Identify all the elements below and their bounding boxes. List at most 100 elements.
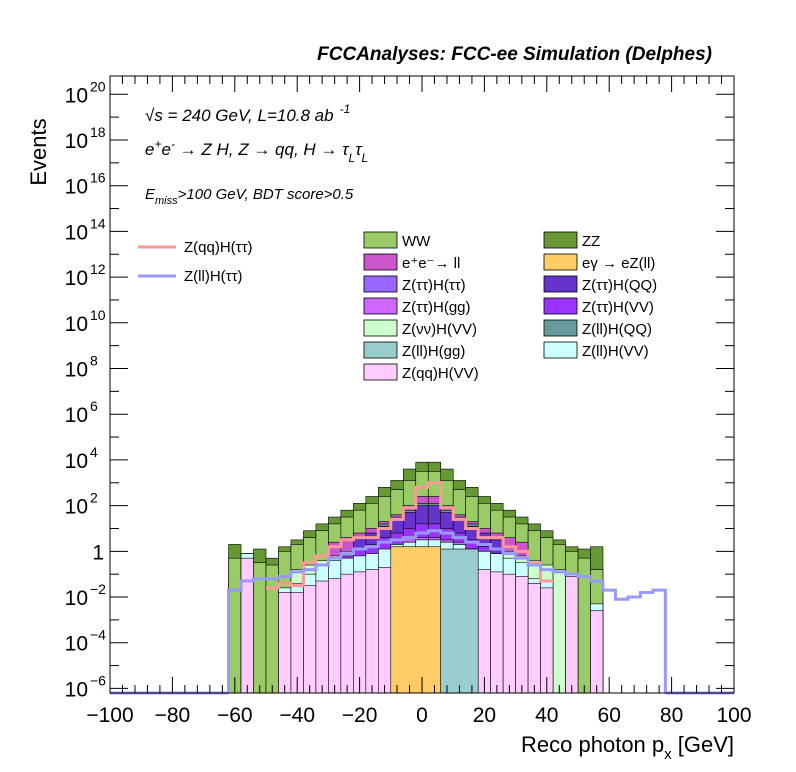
x-axis: −100 −80 −60 −40 −20 0 20 40 60 80 100 xyxy=(86,76,752,727)
annotation-energy-text: √s = 240 GeV, L=10.8 ab xyxy=(145,106,334,125)
x-tick-label: 20 xyxy=(473,704,496,727)
x-tick-label: 0 xyxy=(416,704,428,727)
y-tick-label: 10 xyxy=(65,359,88,382)
y-tick-label: 10 xyxy=(65,633,88,656)
y-tick-exponent: 4 xyxy=(90,444,98,460)
legend-label-z-h: Z(ττ)H(ττ) xyxy=(402,277,466,294)
legend-label-z-h-gg: Z(ττ)H(gg) xyxy=(402,299,471,316)
legend-swatch-z-h-gg xyxy=(363,297,398,315)
y-tick-label: 1 xyxy=(92,541,104,564)
bar-z-h-vv-26 xyxy=(552,569,566,694)
bar-ww-3 xyxy=(265,564,279,694)
annotation-cut-text: >100 GeV, BDT score>0.5 xyxy=(178,186,354,203)
x-tick-label: −40 xyxy=(279,704,315,727)
bar-z-qq-h-vv-7 xyxy=(315,580,329,694)
bar-ww-28 xyxy=(577,557,591,694)
legend-swatch-e-ez-ll xyxy=(543,253,578,271)
annotation-process-main: → Z H, Z → qq, H → τ xyxy=(175,140,350,159)
x-tick-label: 100 xyxy=(716,704,751,727)
bar-z-qq-h-vv-21 xyxy=(490,571,504,694)
bar-ww-0 xyxy=(228,557,242,694)
y-tick-exponent: 20 xyxy=(90,78,106,94)
legend-label-e-ez-ll: eγ → eZ(ll) xyxy=(582,255,655,272)
y-tick-label: 10 xyxy=(65,267,88,290)
line-z-ll-h xyxy=(227,529,667,693)
y-tick-label: 10 xyxy=(65,130,88,153)
y-tick-exponent: 18 xyxy=(90,124,106,140)
annotation-process-sub1: L xyxy=(349,151,356,165)
legend-label-z-qq-h: Z(qq)H(ττ) xyxy=(184,239,253,256)
annotation-block: √s = 240 GeV, L=10.8 ab -1 e+e- → Z H, Z … xyxy=(145,102,368,207)
legend-swatch-ww xyxy=(363,231,398,249)
legend-label-z-ll-h-qq: Z(ll)H(QQ) xyxy=(582,321,652,338)
y-tick-exponent: −4 xyxy=(90,627,106,643)
bar-z-qq-h-vv-1 xyxy=(240,557,254,694)
bar-z-qq-h-vv-9 xyxy=(340,573,354,694)
legend-label-z-ll-h-gg: Z(ll)H(gg) xyxy=(402,343,465,360)
y-tick-label: 10 xyxy=(65,84,88,107)
bar-z-qq-h-vv-8 xyxy=(328,578,342,694)
annotation-process-sup2: - xyxy=(171,137,175,151)
x-axis-label: Reco photon px [GeV] xyxy=(521,732,734,763)
core-fill-1 xyxy=(440,548,479,694)
bar-ww-2 xyxy=(253,562,267,694)
bar-z-qq-h-vv-12 xyxy=(378,567,392,694)
x-tick-label: 80 xyxy=(660,704,683,727)
y-tick-label: 10 xyxy=(65,176,88,199)
y-tick-exponent: 12 xyxy=(90,261,106,277)
x-tick-label: −100 xyxy=(86,704,133,727)
annotation-process-sub2: L xyxy=(362,151,369,165)
bar-z-qq-h-vv-4 xyxy=(278,592,292,694)
y-tick-label: 10 xyxy=(65,678,88,701)
y-axis-label: Events xyxy=(26,118,51,185)
y-tick-label: 10 xyxy=(65,496,88,519)
x-axis-label-unit: [GeV] xyxy=(672,732,734,757)
annotation-process-e1: e xyxy=(145,140,154,159)
annotation-process-tau2: τ xyxy=(355,140,363,159)
y-tick-exponent: 2 xyxy=(90,490,98,506)
legend-label-z-h-vv: Z(νν)H(VV) xyxy=(402,321,477,338)
annotation-process-sup1: + xyxy=(154,137,161,151)
bar-z-qq-h-vv-22 xyxy=(502,573,516,694)
legend-swatch-z-h xyxy=(363,275,398,293)
bar-z-qq-h-vv-27 xyxy=(565,576,579,694)
legend-swatch-z-ll-h-gg xyxy=(363,341,398,359)
bar-z-qq-h-vv-11 xyxy=(365,569,379,694)
x-tick-label: 60 xyxy=(598,704,621,727)
x-tick-label: 40 xyxy=(535,704,558,727)
x-tick-label: −80 xyxy=(155,704,191,727)
legend: Z(qq)H(ττ) Z(ll)H(ττ) WW ZZ e⁺e⁻→ ll eγ → eZ(… xyxy=(138,231,657,382)
legend-swatch-zz xyxy=(543,231,578,249)
y-tick-label: 10 xyxy=(65,313,88,336)
legend-label-ww: WW xyxy=(402,233,431,250)
bar-z-qq-h-vv-29 xyxy=(590,610,604,694)
y-tick-label: 10 xyxy=(65,587,88,610)
y-tick-label: 10 xyxy=(65,450,88,473)
legend-swatch-e-e-ll xyxy=(363,253,398,271)
annotation-process-e2: e xyxy=(161,140,170,159)
legend-swatch-z-ll-h-vv xyxy=(543,341,578,359)
y-tick-label: 10 xyxy=(65,404,88,427)
y-tick-exponent: −6 xyxy=(90,672,106,688)
annotation-cuts: Emiss>100 GeV, BDT score>0.5 xyxy=(145,186,354,207)
bar-z-qq-h-vv-23 xyxy=(515,576,529,694)
x-axis-label-sub: x xyxy=(664,746,672,763)
bar-z-qq-h-vv-20 xyxy=(477,569,491,694)
annotation-cut-sub: miss xyxy=(155,195,178,207)
legend-label-zz: ZZ xyxy=(582,233,600,250)
x-tick-label: −60 xyxy=(217,704,253,727)
bar-z-qq-h-vv-6 xyxy=(303,585,317,694)
y-tick-exponent: −2 xyxy=(90,581,106,597)
legend-swatch-z-ll-h-qq xyxy=(543,319,578,337)
y-tick-exponent: 10 xyxy=(90,307,106,323)
chart-title: FCCAnalyses: FCC-ee Simulation (Delphes) xyxy=(317,44,712,65)
y-tick-exponent: 14 xyxy=(90,215,106,231)
histogram-core-fills xyxy=(390,546,479,694)
legend-label-z-ll-h-vv: Z(ll)H(VV) xyxy=(582,343,649,360)
annotation-cut-e: E xyxy=(145,186,156,203)
bar-z-qq-h-vv-10 xyxy=(353,571,367,694)
legend-swatch-z-h-vv xyxy=(543,297,578,315)
legend-label-z-ll-h: Z(ll)H(ττ) xyxy=(184,268,243,285)
